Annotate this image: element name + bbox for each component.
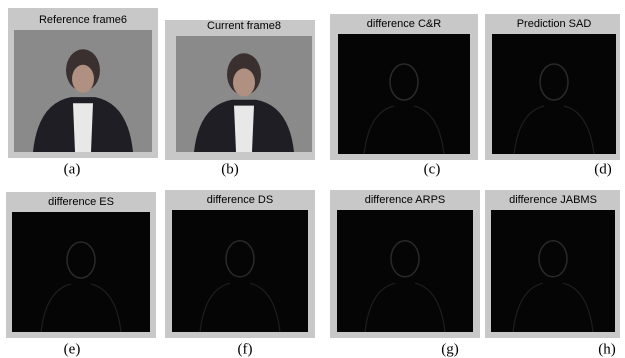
panel-title: Current frame8 bbox=[207, 20, 281, 32]
panel-title: difference JABMS bbox=[509, 194, 597, 206]
person-face bbox=[72, 65, 94, 93]
difference-image bbox=[12, 212, 150, 332]
panel-caption: (h) bbox=[598, 341, 616, 357]
panel: Prediction SAD (d) bbox=[485, 14, 620, 177]
person-face bbox=[233, 68, 255, 96]
panel-caption: (c) bbox=[424, 161, 441, 177]
panel: Current frame8 (b) bbox=[165, 20, 315, 177]
person-shirt bbox=[234, 106, 254, 152]
figure: Reference frame6 (a) Current frame8 (b) diff… bbox=[0, 0, 625, 358]
panel-caption: (f) bbox=[238, 341, 253, 357]
panel-title: difference ARPS bbox=[365, 194, 446, 206]
panel-title: Prediction SAD bbox=[517, 18, 592, 30]
panel-caption: (d) bbox=[594, 161, 612, 177]
panel-caption: (g) bbox=[441, 341, 459, 357]
panel: difference C&R (c) bbox=[330, 14, 478, 177]
panel: difference ARPS (g) bbox=[330, 190, 480, 357]
panel: difference DS (f) bbox=[165, 190, 315, 357]
panel-title: difference C&R bbox=[367, 18, 441, 30]
person-shirt bbox=[73, 103, 93, 152]
panel-title: difference DS bbox=[207, 194, 273, 206]
panel-title: difference ES bbox=[48, 196, 114, 208]
panel: Reference frame6 (a) bbox=[8, 8, 158, 177]
difference-image bbox=[172, 210, 308, 332]
difference-image bbox=[337, 210, 473, 332]
panel-caption: (b) bbox=[221, 161, 239, 177]
panel-title: Reference frame6 bbox=[39, 14, 127, 26]
panel: difference JABMS (h) bbox=[485, 190, 620, 357]
difference-image bbox=[492, 34, 616, 154]
panel-caption: (e) bbox=[64, 341, 81, 357]
panel-caption: (a) bbox=[64, 161, 81, 177]
panel: difference ES (e) bbox=[6, 192, 156, 357]
difference-image bbox=[491, 210, 615, 332]
difference-image bbox=[338, 34, 470, 154]
